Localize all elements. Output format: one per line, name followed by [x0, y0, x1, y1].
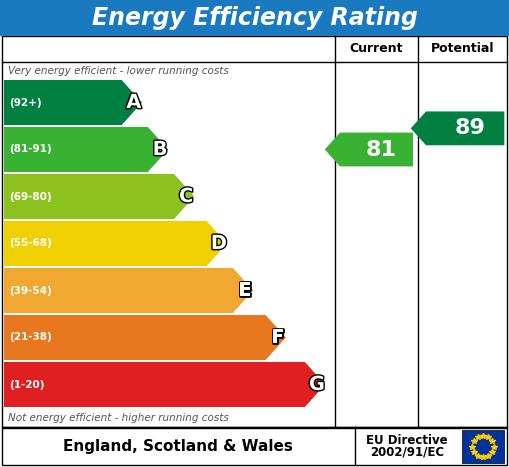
- Bar: [2, 36, 507, 427]
- Text: EU Directive: EU Directive: [366, 433, 448, 446]
- Text: (69-80): (69-80): [9, 191, 51, 201]
- Polygon shape: [325, 133, 413, 166]
- Bar: [2, 428, 507, 465]
- Polygon shape: [4, 315, 286, 360]
- Polygon shape: [4, 80, 142, 125]
- Text: F: F: [271, 328, 285, 347]
- Text: G: G: [309, 375, 325, 394]
- Text: (21-38): (21-38): [9, 333, 52, 342]
- Polygon shape: [4, 362, 325, 407]
- Bar: [462, 430, 504, 463]
- Text: Not energy efficient - higher running costs: Not energy efficient - higher running co…: [8, 413, 229, 423]
- Polygon shape: [411, 112, 504, 145]
- Text: (1-20): (1-20): [9, 380, 44, 389]
- Text: (39-54): (39-54): [9, 285, 52, 296]
- Text: England, Scotland & Wales: England, Scotland & Wales: [63, 439, 293, 453]
- Text: D: D: [211, 234, 227, 253]
- Polygon shape: [4, 268, 253, 313]
- Text: Potential: Potential: [431, 42, 494, 56]
- Text: E: E: [238, 281, 251, 300]
- Text: Energy Efficiency Rating: Energy Efficiency Rating: [92, 6, 417, 30]
- Text: 81: 81: [365, 140, 397, 160]
- Text: (81-91): (81-91): [9, 144, 51, 155]
- Polygon shape: [4, 221, 227, 266]
- Text: A: A: [126, 93, 142, 112]
- Text: 2002/91/EC: 2002/91/EC: [370, 446, 444, 459]
- Text: (55-68): (55-68): [9, 239, 52, 248]
- Polygon shape: [4, 127, 168, 172]
- Text: Very energy efficient - lower running costs: Very energy efficient - lower running co…: [8, 66, 229, 76]
- Text: Current: Current: [350, 42, 403, 56]
- Text: 89: 89: [455, 118, 485, 138]
- Text: C: C: [179, 187, 193, 206]
- Polygon shape: [4, 174, 194, 219]
- Text: (92+): (92+): [9, 98, 42, 107]
- Bar: [0, 0, 509, 36]
- Text: B: B: [153, 140, 167, 159]
